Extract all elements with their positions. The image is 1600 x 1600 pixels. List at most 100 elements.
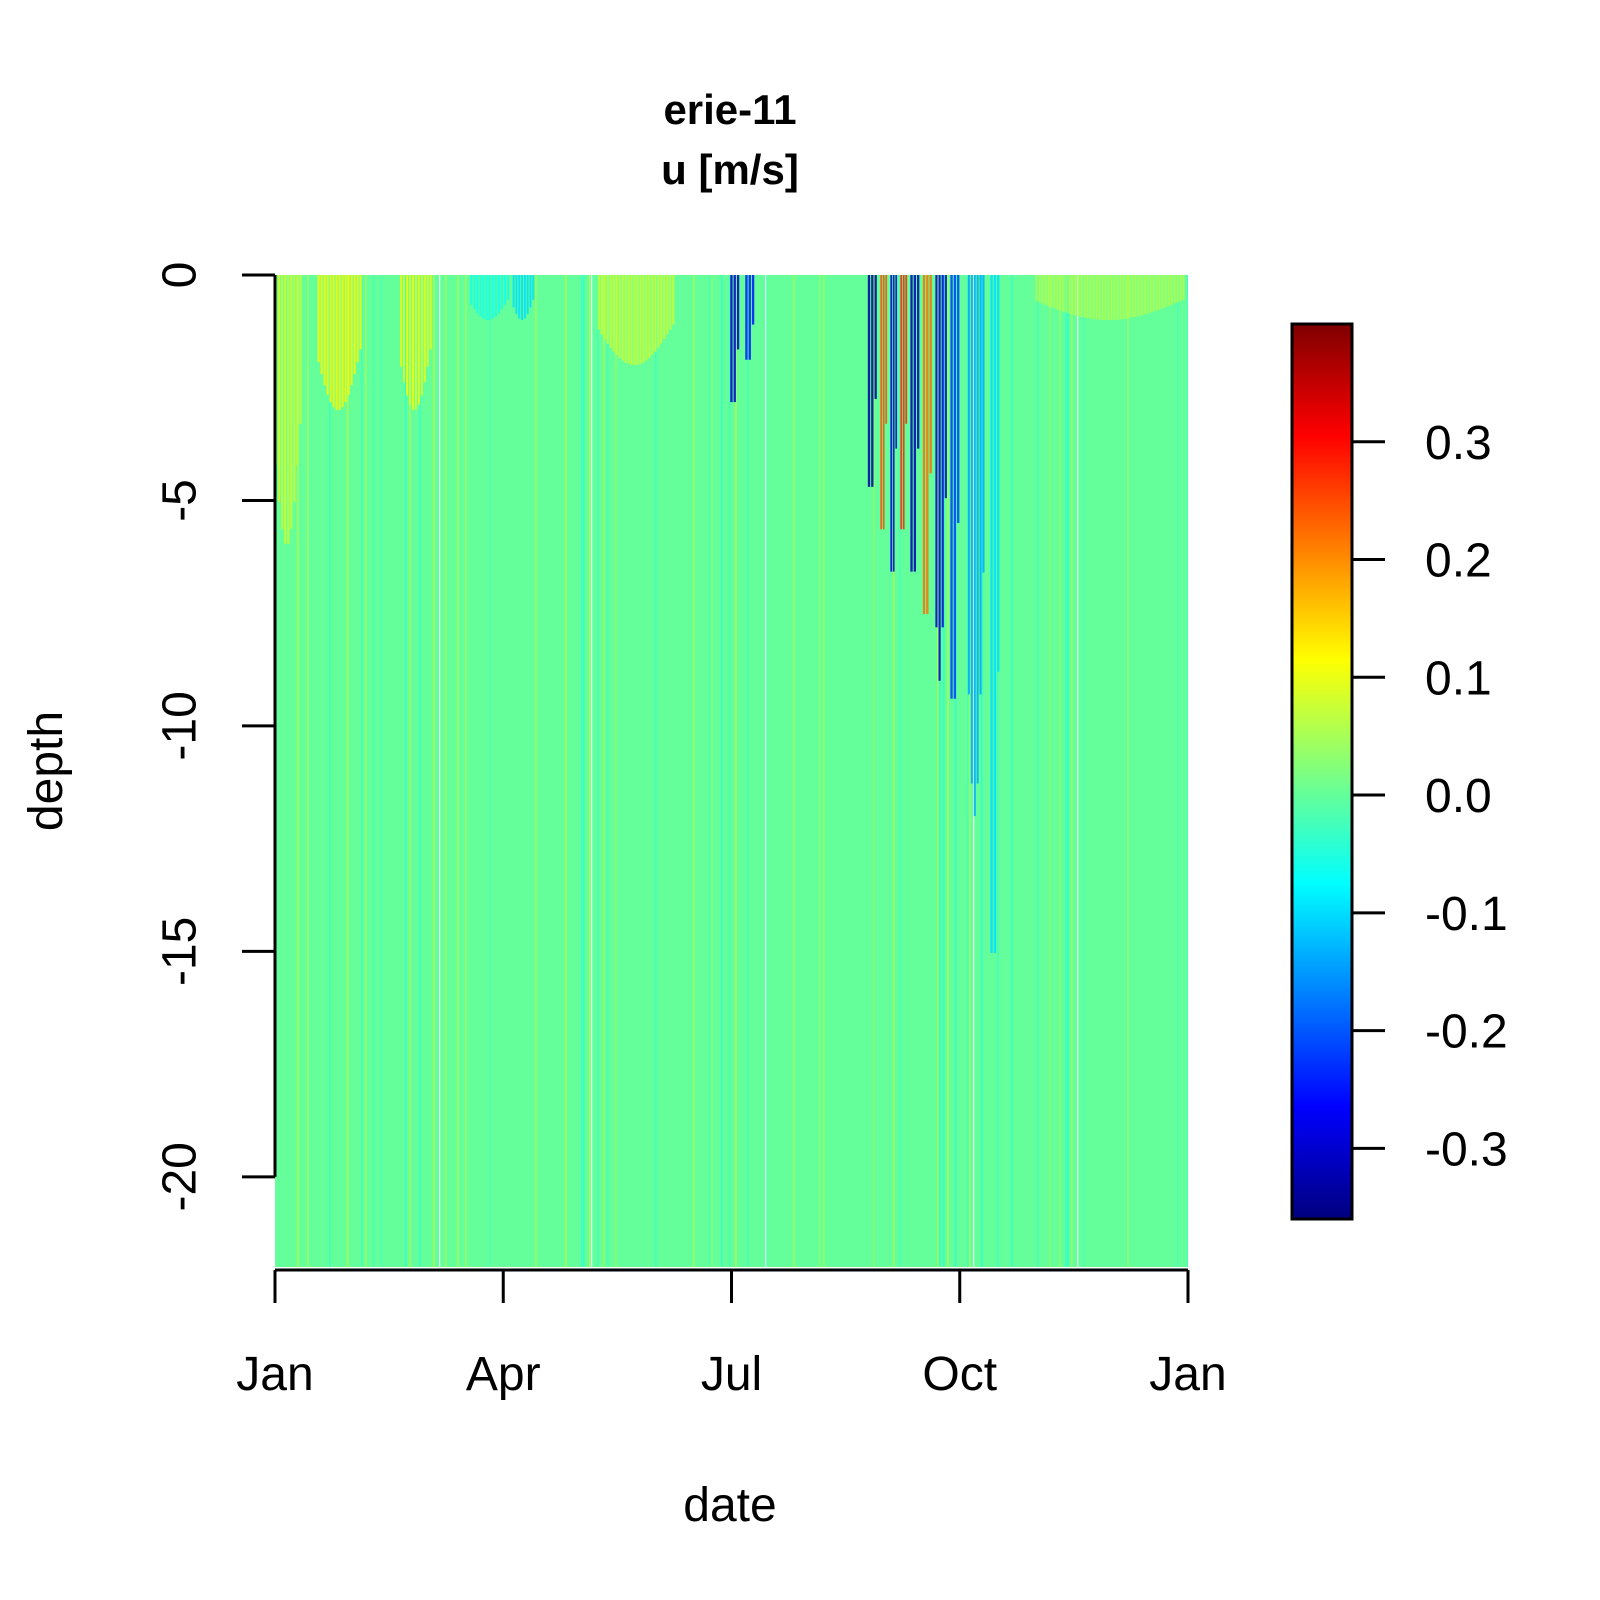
heatmap-feature: [523, 275, 526, 319]
heatmap-feature: [660, 275, 663, 344]
heatmap-feature: [902, 275, 905, 530]
heatmap-feature: [993, 275, 997, 953]
heatmap-feature: [880, 275, 883, 530]
heatmap-stripe: [955, 275, 957, 1267]
heatmap-stripe: [419, 275, 421, 1267]
heatmap-feature: [400, 275, 403, 367]
heatmap-feature: [642, 275, 645, 363]
heatmap-feature: [414, 275, 417, 410]
heatmap-feature: [672, 275, 675, 325]
heatmap-feature: [1176, 275, 1179, 303]
heatmap-stripe: [589, 275, 591, 1267]
heatmap-feature: [1143, 275, 1146, 315]
heatmap-stripe: [793, 275, 795, 1267]
heatmap-feature: [1089, 275, 1092, 319]
heatmap-feature: [335, 275, 338, 410]
heatmap-feature: [633, 275, 636, 366]
heatmap-feature: [293, 275, 296, 503]
heatmap-stripe: [329, 275, 331, 1267]
heatmap-feature: [1119, 275, 1122, 320]
heatmap-stripe: [465, 275, 467, 1267]
heatmap-background: [275, 275, 1188, 1267]
heatmap-gap: [591, 275, 593, 1267]
heatmap-feature: [515, 275, 518, 315]
heatmap-feature: [990, 275, 993, 953]
heatmap-feature: [497, 275, 500, 314]
heatmap-feature: [296, 275, 299, 466]
heatmap-feature: [532, 275, 535, 300]
colorbar-tick-label: 0.0: [1425, 770, 1492, 823]
heatmap-feature: [1083, 275, 1086, 318]
heatmap-feature: [1038, 275, 1041, 303]
heatmap-feature: [350, 275, 353, 386]
heatmap-stripe: [1011, 275, 1013, 1267]
heatmap-feature: [1107, 275, 1110, 321]
heatmap-stripe: [823, 275, 825, 1267]
heatmap-feature: [408, 275, 412, 405]
heatmap-feature: [1182, 275, 1185, 300]
heatmap-feature: [1095, 275, 1098, 320]
heatmap-feature: [426, 275, 429, 367]
x-tick-label: Jan: [1149, 1348, 1226, 1401]
heatmap-stripe: [583, 275, 585, 1267]
heatmap-feature: [284, 275, 287, 544]
heatmap-feature: [1056, 275, 1059, 310]
heatmap-feature: [1164, 275, 1167, 308]
heatmap-stripes: [297, 275, 1188, 1267]
x-axis-label: date: [683, 1479, 776, 1532]
y-tick-label: -10: [154, 691, 207, 760]
heatmap-gap: [439, 275, 441, 1267]
heatmap-feature: [476, 275, 479, 314]
heatmap-feature: [950, 275, 953, 699]
heatmap-feature: [317, 275, 320, 363]
heatmap-feature: [663, 275, 666, 339]
heatmap-feature: [1161, 275, 1164, 309]
heatmap-stripe: [607, 275, 609, 1267]
heatmap-stripe: [939, 275, 941, 1267]
heatmap-feature: [1131, 275, 1134, 318]
heatmap-feature: [730, 275, 733, 403]
colorbar-tick-label: 0.1: [1425, 652, 1492, 705]
heatmap-feature: [618, 275, 621, 358]
heatmap-stripe: [433, 275, 435, 1267]
heatmap-feature: [341, 275, 344, 408]
heatmap-feature: [488, 275, 491, 320]
heatmap-stripe: [1037, 275, 1039, 1267]
heatmap-feature: [926, 275, 929, 614]
heatmap-feature: [1041, 275, 1044, 304]
y-axis-label: depth: [20, 711, 73, 831]
heatmap-feature: [500, 275, 504, 310]
y-axis: 0 -5 -10 -15 -20: [154, 262, 277, 1212]
heatmap-stripe: [709, 275, 711, 1267]
x-axis: Jan Apr Jul Oct Jan: [236, 1268, 1227, 1401]
heatmap-stripe: [735, 275, 737, 1267]
heatmap-feature: [910, 275, 913, 572]
heatmap-feature: [1080, 275, 1083, 317]
heatmap-feature: [1077, 275, 1080, 317]
heatmap-feature: [485, 275, 488, 320]
heatmap-feature: [654, 275, 657, 352]
heatmap-stripe: [565, 275, 567, 1267]
y-tick-label: -20: [154, 1142, 207, 1211]
chart-title: erie-11: [663, 86, 796, 133]
heatmap-feature: [597, 275, 600, 330]
colorbar-tick-label: -0.3: [1425, 1123, 1508, 1176]
heatmap-feature: [609, 275, 612, 348]
heatmap-feature: [639, 275, 642, 365]
heatmap-feature: [751, 275, 755, 325]
heatmap-feature: [1044, 275, 1047, 305]
heatmap-stripe: [445, 275, 447, 1267]
heatmap-stripe: [373, 275, 375, 1267]
heatmap-feature: [648, 275, 651, 358]
heatmap-feature: [979, 275, 982, 695]
heatmap-feature: [278, 275, 281, 503]
heatmap-feature: [745, 275, 748, 360]
heatmap-feature: [1173, 275, 1176, 304]
colorbar-tick-label: 0.3: [1425, 417, 1492, 470]
heatmap-feature: [941, 275, 944, 628]
heatmap-feature: [344, 275, 347, 403]
heatmap-feature: [657, 275, 660, 348]
heatmap-feature: [929, 275, 932, 474]
heatmap-feature: [1170, 275, 1173, 305]
heatmap-feature: [1101, 275, 1104, 320]
